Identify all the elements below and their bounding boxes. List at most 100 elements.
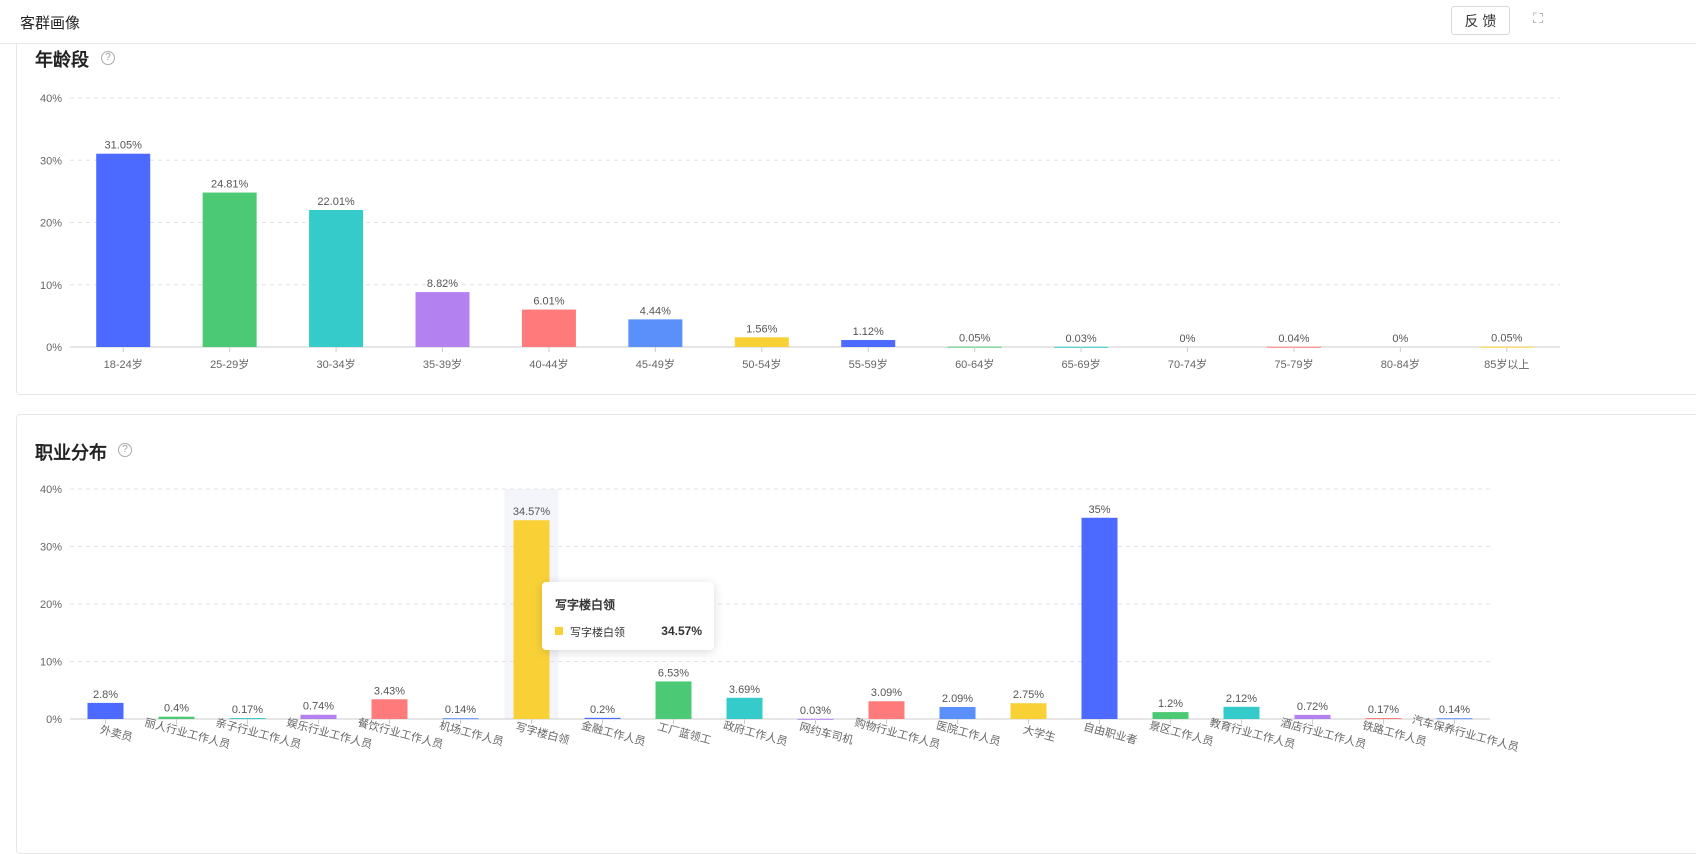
x-tick-label: 机场工作人员 [438, 718, 505, 749]
bar-25-29岁 [202, 192, 257, 347]
bar-餐饮行业工作人员 [371, 699, 408, 719]
data-label: 0.04% [1278, 333, 1309, 345]
data-label: 0.17% [1368, 704, 1399, 716]
tooltip-series: 写字楼白领 [570, 627, 625, 639]
bar-汽车保养行业工作人员 [1436, 718, 1473, 720]
data-label: 8.82% [427, 278, 458, 290]
bar-工厂蓝领工 [655, 681, 692, 719]
bar-购物行业工作人员 [868, 701, 905, 719]
tooltip-title: 写字楼白领 [555, 598, 616, 612]
data-label: 0.03% [800, 705, 831, 717]
bar-45-49岁 [628, 319, 683, 347]
y-tick-label: 20% [40, 599, 62, 611]
bar-自由职业者 [1081, 517, 1118, 719]
data-label: 2.8% [93, 689, 118, 701]
data-label: 0.14% [445, 704, 476, 716]
occupation-card [16, 414, 1696, 854]
data-label: 1.56% [746, 323, 777, 335]
tooltip-legend-marker [555, 627, 563, 635]
data-label: 6.01% [533, 296, 564, 308]
bar-18-24岁 [96, 153, 151, 347]
bar-35-39岁 [415, 292, 470, 347]
y-tick-label: 30% [40, 155, 62, 167]
data-label: 24.81% [211, 179, 249, 191]
age-card [16, 20, 1696, 395]
y-tick-label: 0% [46, 342, 62, 354]
x-tick-label: 金融工作人员 [580, 718, 647, 749]
bar-景区工作人员 [1152, 712, 1189, 719]
bar-机场工作人员 [442, 718, 479, 720]
data-label: 0.05% [959, 333, 990, 345]
y-tick-label: 30% [40, 542, 62, 554]
data-label: 2.75% [1013, 689, 1044, 701]
data-label: 35% [1088, 504, 1110, 516]
expand-icon[interactable]: ⛶ [1533, 10, 1543, 26]
x-tick-label: 30-34岁 [317, 357, 356, 371]
x-tick-label: 景区工作人员 [1148, 719, 1215, 749]
bar-铁路工作人员 [1365, 718, 1402, 720]
data-label: 34.57% [513, 506, 551, 518]
x-tick-label: 25-29岁 [210, 357, 249, 371]
bar-酒店行业工作人员 [1294, 714, 1331, 719]
data-label: 31.05% [105, 140, 143, 152]
help-icon[interactable]: ? [118, 443, 132, 457]
data-label: 3.69% [729, 684, 760, 696]
page-title: 客群画像 [20, 15, 81, 32]
data-label: 0% [1392, 333, 1408, 345]
data-label: 1.12% [853, 326, 884, 338]
x-tick-label: 购物行业工作人员 [853, 715, 942, 751]
data-label: 6.53% [658, 667, 689, 679]
bar-大学生 [1010, 703, 1047, 719]
data-label: 0.72% [1297, 701, 1328, 713]
tooltip: 写字楼白领 写字楼白领 34.57% [542, 582, 714, 650]
x-tick-label: 60-64岁 [955, 357, 994, 371]
x-tick-label: 自由职业者 [1082, 719, 1139, 747]
x-tick-label: 70-74岁 [1168, 357, 1207, 371]
data-label: 0.05% [1491, 333, 1522, 345]
bar-55-59岁 [841, 340, 896, 347]
y-tick-label: 10% [40, 280, 62, 292]
x-tick-label: 40-44岁 [529, 357, 568, 371]
x-tick-label: 网约车司机 [798, 719, 855, 747]
bar-丽人行业工作人员 [158, 716, 195, 719]
data-label: 2.09% [942, 693, 973, 705]
y-tick-label: 40% [40, 93, 62, 105]
bar-50-54岁 [734, 337, 789, 347]
x-tick-label: 写字楼白领 [514, 719, 571, 747]
data-label: 4.44% [640, 305, 671, 317]
data-label: 1.2% [1158, 698, 1183, 710]
x-tick-label: 35-39岁 [423, 357, 462, 371]
data-label: 0.74% [303, 701, 334, 713]
feedback-button[interactable]: 反 馈 [1451, 6, 1510, 35]
x-tick-label: 45-49岁 [636, 357, 675, 371]
x-tick-label: 50-54岁 [742, 357, 781, 371]
bar-30-34岁 [309, 209, 364, 347]
x-tick-label: 55-59岁 [849, 357, 888, 371]
x-tick-label: 外卖员 [99, 723, 134, 744]
bar-政府工作人员 [726, 697, 763, 719]
x-tick-label: 工厂蓝领工 [656, 720, 712, 747]
help-icon[interactable]: ? [101, 51, 115, 65]
bar-40-44岁 [521, 309, 576, 347]
tooltip-value: 34.57% [661, 624, 702, 638]
data-label: 0.14% [1439, 704, 1470, 716]
data-label: 0.17% [232, 704, 263, 716]
x-tick-label: 医院工作人员 [935, 718, 1002, 749]
y-tick-label: 0% [46, 714, 62, 726]
y-tick-label: 10% [40, 657, 62, 669]
data-label: 3.09% [871, 687, 902, 699]
bar-金融工作人员 [584, 717, 621, 719]
data-label: 0.2% [590, 704, 615, 716]
x-tick-label: 65-69岁 [1062, 357, 1101, 371]
x-tick-label: 大学生 [1022, 722, 1057, 744]
data-label: 0.03% [1065, 333, 1096, 345]
x-tick-label: 80-84岁 [1381, 357, 1420, 371]
data-label: 22.01% [317, 196, 355, 208]
x-tick-label: 政府工作人员 [722, 718, 789, 749]
y-tick-label: 20% [40, 218, 62, 230]
y-tick-label: 40% [40, 484, 62, 496]
bar-娱乐行业工作人员 [300, 714, 337, 719]
age-title: 年龄段 [35, 50, 89, 70]
x-tick-label: 18-24岁 [104, 357, 143, 371]
